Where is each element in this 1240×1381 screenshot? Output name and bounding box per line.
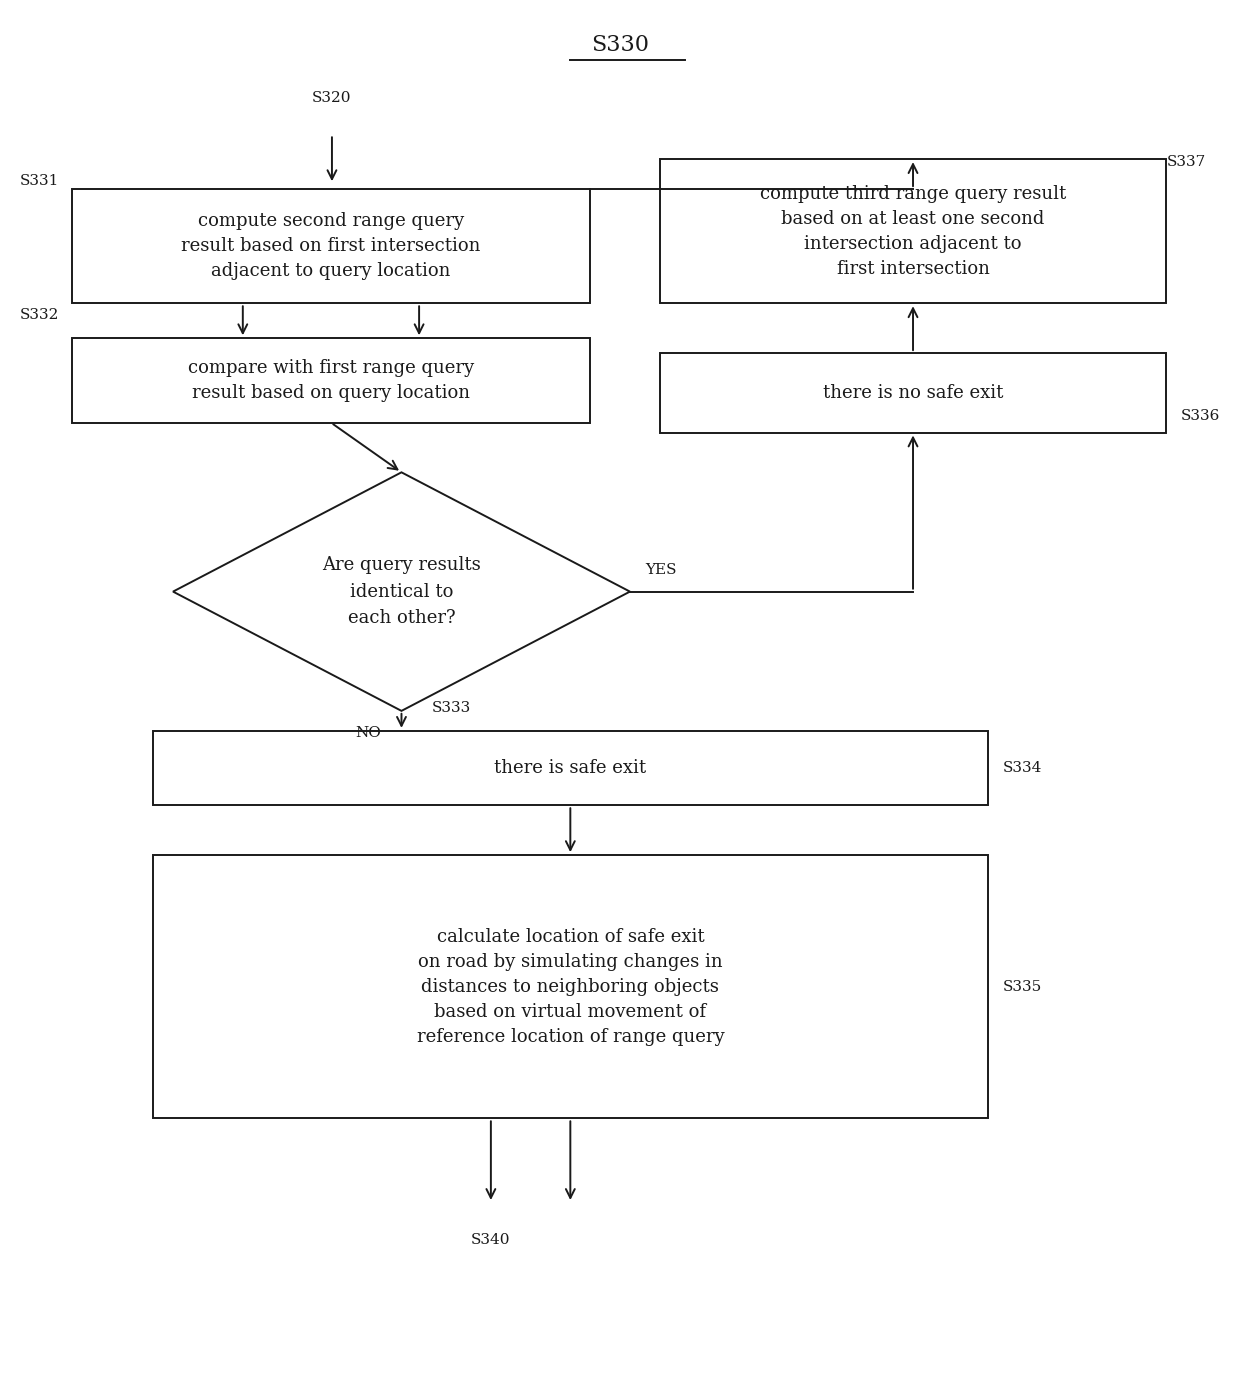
Text: S331: S331 bbox=[20, 174, 58, 188]
Text: S336: S336 bbox=[1182, 409, 1220, 423]
Bar bbox=[660, 159, 1167, 304]
Text: S340: S340 bbox=[471, 1233, 511, 1247]
Text: S333: S333 bbox=[432, 702, 470, 715]
Bar bbox=[154, 855, 987, 1119]
Text: calculate location of safe exit
on road by simulating changes in
distances to ne: calculate location of safe exit on road … bbox=[417, 928, 724, 1045]
Text: compare with first range query
result based on query location: compare with first range query result ba… bbox=[188, 359, 474, 402]
Text: there is no safe exit: there is no safe exit bbox=[823, 384, 1003, 402]
Text: S320: S320 bbox=[312, 91, 352, 105]
Text: Are query results
identical to
each other?: Are query results identical to each othe… bbox=[322, 557, 481, 627]
Bar bbox=[72, 338, 590, 423]
Polygon shape bbox=[174, 472, 630, 711]
Text: S335: S335 bbox=[1002, 979, 1042, 994]
Text: NO: NO bbox=[356, 726, 382, 740]
Text: S332: S332 bbox=[20, 308, 58, 322]
Text: YES: YES bbox=[645, 562, 676, 577]
Text: S334: S334 bbox=[1002, 761, 1042, 775]
Text: compute second range query
result based on first intersection
adjacent to query : compute second range query result based … bbox=[181, 213, 481, 280]
Bar bbox=[154, 731, 987, 805]
Bar bbox=[660, 354, 1167, 432]
Bar bbox=[72, 189, 590, 304]
Text: compute third range query result
based on at least one second
intersection adjac: compute third range query result based o… bbox=[760, 185, 1066, 278]
Text: S337: S337 bbox=[1167, 155, 1205, 168]
Text: there is safe exit: there is safe exit bbox=[495, 760, 646, 778]
Text: S330: S330 bbox=[591, 35, 649, 55]
